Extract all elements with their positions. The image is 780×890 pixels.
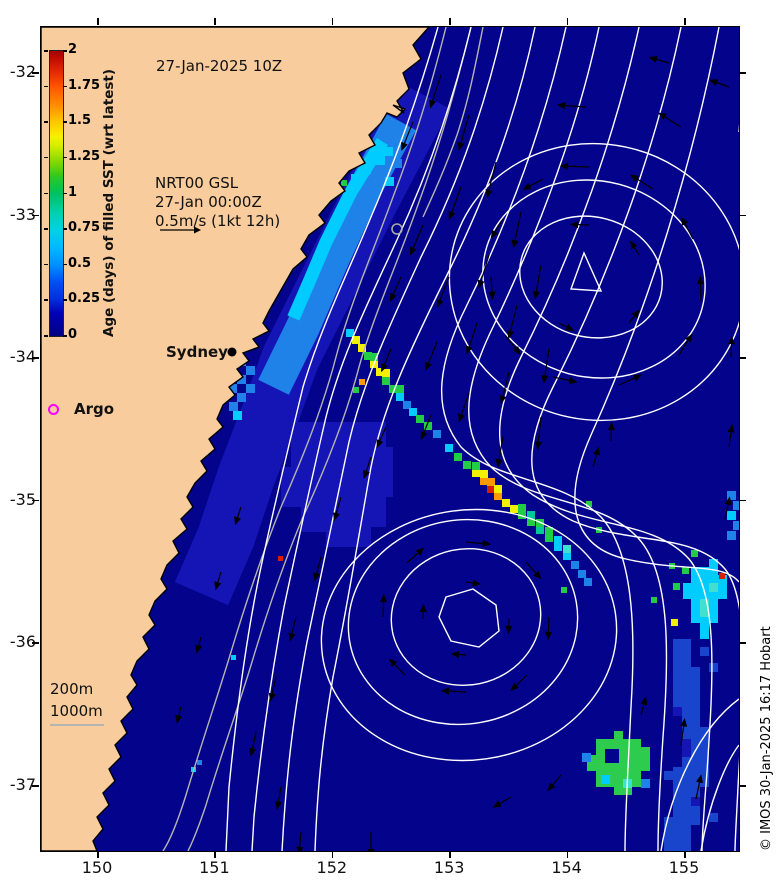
y-tick-left: [32, 214, 39, 217]
sst-age-patches: [174, 81, 727, 851]
y-tick-right: [739, 785, 746, 787]
sydney-label: Sydney: [166, 343, 228, 361]
colorbar-tick-right: [63, 299, 67, 301]
y-tick-label--32: -32: [9, 62, 36, 81]
colorbar-tick-left: [44, 121, 48, 123]
gsl-contours: [225, 27, 739, 851]
y-tick-left: [32, 499, 39, 502]
isobath-key: 200m 1000m: [50, 678, 103, 722]
velocity-key-arrow: [160, 226, 201, 234]
colorbar-tick-label-2: 2: [68, 42, 78, 57]
colorbar-tick-left: [44, 299, 48, 301]
colorbar-tick-left: [44, 85, 48, 88]
colorbar-tick-label-0.5: 0.5: [68, 255, 92, 271]
x-tick-label-152: 152: [316, 858, 348, 877]
y-tick-label--35: -35: [9, 489, 36, 509]
colorbar-tick-left: [44, 263, 48, 266]
y-tick-right: [739, 499, 746, 502]
colorbar-tick-right: [63, 156, 67, 159]
colorbar-tick-label-0.25: 0.25: [68, 291, 101, 307]
velocity-key: NRT00 GSL 27-Jan 00:00Z 0.5m/s (1kt 12h): [155, 174, 280, 231]
isobath-1000m-label: 1000m: [50, 702, 103, 720]
colorbar-tick-label-0: 0: [68, 327, 78, 342]
bathymetry-contours: [162, 27, 484, 851]
y-tick-label--36: -36: [9, 632, 36, 652]
credit-text: © IMOS 30-Jan-2025 16:17 Hobart: [759, 626, 774, 851]
velocity-key-model: NRT00 GSL: [155, 174, 239, 192]
current-arrows: [175, 56, 736, 851]
y-tick-right: [739, 214, 746, 217]
y-tick-label--34: -34: [9, 347, 36, 367]
colorbar-tick-label-1: 1: [68, 184, 78, 200]
x-tick-label-153: 153: [433, 858, 465, 877]
x-tick-bottom: [214, 851, 216, 858]
velocity-key-time: 27-Jan 00:00Z: [155, 193, 262, 211]
sst-age-pixels: [191, 147, 739, 822]
sydney-dot: [227, 347, 237, 357]
x-tick-bottom: [97, 851, 99, 858]
x-tick-label-150: 150: [81, 858, 113, 877]
colorbar: [49, 50, 64, 337]
argo-label: Argo: [74, 400, 115, 418]
colorbar-tick-left: [44, 50, 48, 52]
colorbar-tick-right: [63, 335, 67, 337]
x-tick-label-151: 151: [199, 858, 230, 877]
y-tick-label--37: -37: [9, 775, 36, 794]
y-tick-left: [32, 642, 39, 644]
colorbar-tick-right: [63, 85, 67, 88]
colorbar-tick-left: [44, 156, 48, 159]
colorbar-tick-right: [63, 263, 67, 266]
isobath-200m-label: 200m: [50, 680, 94, 698]
x-tick-bottom: [449, 851, 451, 858]
velocity-key-scale: 0.5m/s (1kt 12h): [155, 212, 281, 230]
colorbar-tick-left: [44, 192, 48, 194]
colorbar-tick-left: [44, 335, 48, 337]
colorbar-tick-right: [63, 121, 67, 123]
map-canvas: [41, 27, 739, 851]
y-tick-left: [32, 357, 39, 359]
y-tick-right: [739, 642, 746, 644]
colorbar-tick-label-1.75: 1.75: [68, 77, 101, 93]
colorbar-tick-right: [63, 50, 67, 52]
x-tick-top: [449, 18, 451, 25]
x-tick-bottom: [566, 851, 569, 858]
y-tick-left: [32, 72, 39, 74]
colorbar-tick-left: [44, 228, 48, 230]
x-tick-top: [97, 18, 99, 25]
colorbar-tick-label-1.25: 1.25: [68, 148, 101, 164]
colorbar-tick-right: [63, 192, 67, 194]
colorbar-tick-label-0.75: 0.75: [68, 220, 101, 236]
x-tick-label-154: 154: [551, 858, 582, 877]
datetime-label: 27-Jan-2025 10Z: [156, 57, 283, 75]
mooring-circle-marker: [391, 223, 403, 235]
argo-marker: [48, 404, 59, 415]
colorbar-title: Age (days) of filled SST (wrt latest): [101, 68, 117, 337]
land-polygon: [41, 27, 430, 851]
map-frame: [40, 26, 740, 852]
colorbar-tick-right: [63, 228, 67, 230]
x-tick-top: [331, 18, 334, 25]
x-tick-bottom: [331, 851, 334, 858]
colorbar-tick-label-1.5: 1.5: [68, 113, 92, 129]
isobath-key-line: [50, 724, 104, 726]
x-tick-top: [684, 18, 686, 25]
x-tick-bottom: [684, 851, 686, 858]
y-tick-label--33: -33: [9, 204, 36, 224]
x-tick-top: [566, 18, 569, 25]
x-tick-top: [214, 18, 216, 25]
x-tick-label-155: 155: [668, 858, 700, 877]
y-tick-right: [739, 357, 746, 359]
y-tick-right: [739, 72, 746, 74]
y-tick-left: [32, 785, 39, 787]
